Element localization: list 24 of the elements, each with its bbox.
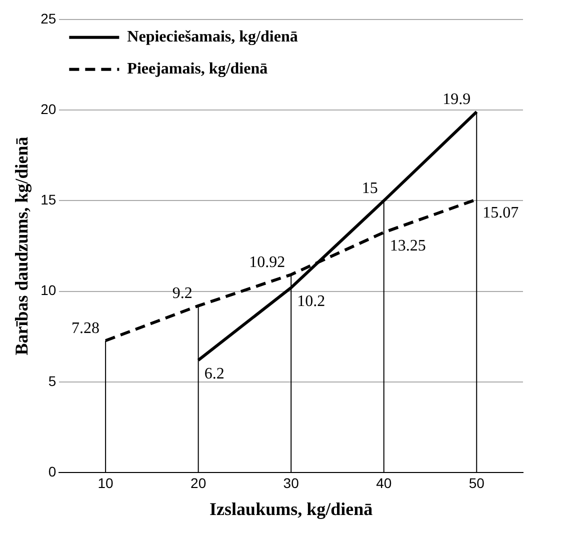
data-label: 7.28 (72, 320, 100, 337)
data-label: 10.92 (249, 254, 286, 271)
data-label: 6.2 (204, 365, 224, 382)
y-tick-label: 0 (48, 463, 56, 480)
y-tick-label: 20 (40, 100, 56, 117)
y-tick-label: 5 (48, 372, 56, 389)
x-tick-label: 30 (283, 474, 300, 491)
legend-label: Pieejamais, kg/dienā (127, 60, 268, 78)
data-label: 10.2 (297, 292, 326, 310)
data-label: 13.25 (390, 238, 426, 255)
y-tick-label: 10 (40, 282, 56, 298)
y-tick-label: 15 (40, 192, 56, 208)
data-label: 15 (362, 180, 378, 197)
x-tick-label: 20 (190, 474, 206, 491)
legend-label: Nepieciešamais, kg/dienā (127, 28, 298, 46)
y-tick-label: 25 (40, 10, 56, 26)
data-label: 15.07 (482, 204, 519, 222)
y-axis-title: Barības daudzums, kg/dienā (11, 136, 32, 356)
x-axis-title: Izslaukums, kg/dienā (210, 498, 373, 519)
x-tick-label: 10 (98, 474, 114, 491)
x-tick-label: 40 (376, 474, 392, 491)
x-tick-label: 50 (468, 474, 485, 491)
data-label: 19.9 (442, 91, 471, 108)
data-label: 9.2 (172, 285, 192, 302)
